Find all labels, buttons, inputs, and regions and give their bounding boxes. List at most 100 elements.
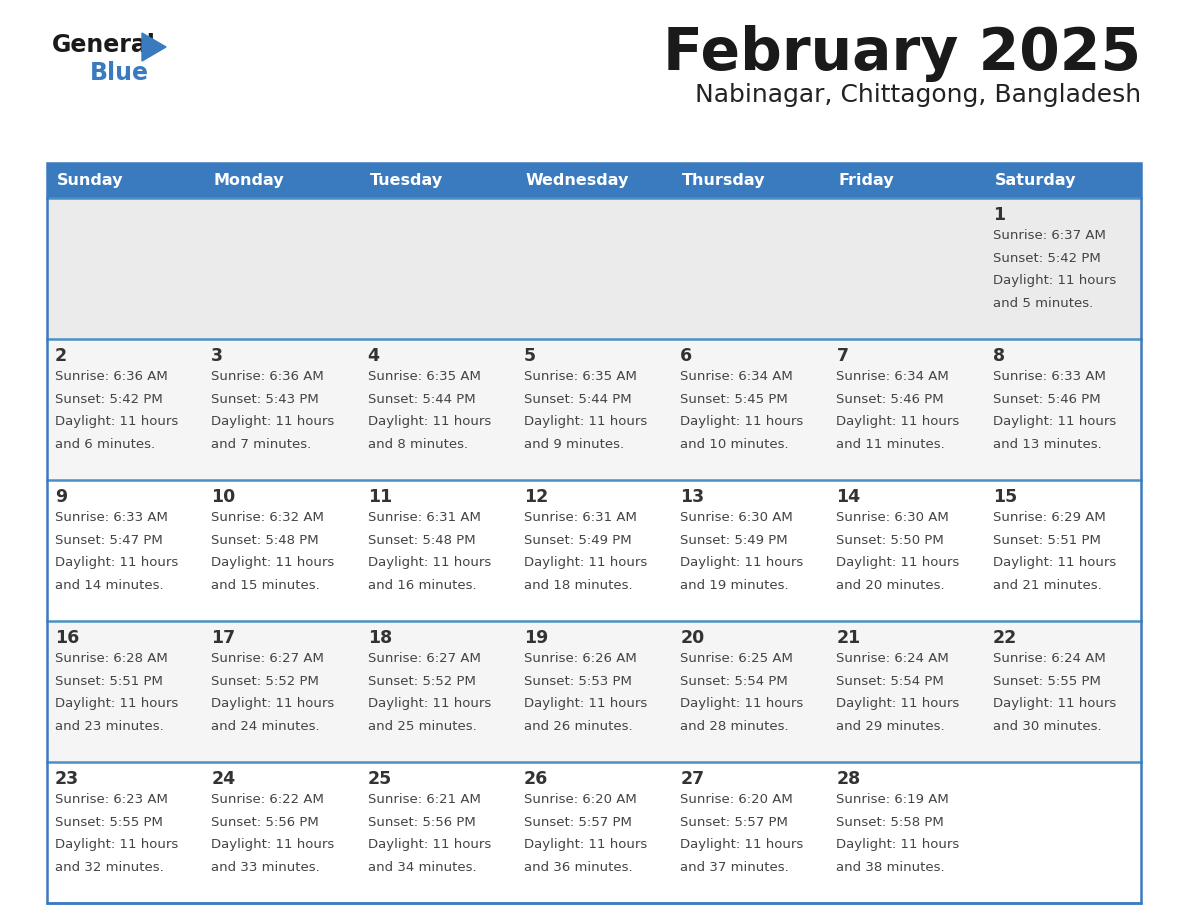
Text: Sunrise: 6:36 AM: Sunrise: 6:36 AM — [55, 370, 168, 383]
Bar — [985, 621, 1140, 762]
Text: and 8 minutes.: and 8 minutes. — [367, 438, 468, 451]
Bar — [48, 339, 203, 480]
Bar — [203, 198, 360, 339]
Text: 19: 19 — [524, 629, 548, 647]
Text: Daylight: 11 hours: Daylight: 11 hours — [211, 415, 335, 428]
Text: 5: 5 — [524, 347, 536, 365]
Text: 12: 12 — [524, 488, 548, 506]
Text: Sunset: 5:42 PM: Sunset: 5:42 PM — [55, 393, 163, 406]
Text: Sunrise: 6:28 AM: Sunrise: 6:28 AM — [55, 652, 168, 665]
Text: Sunset: 5:47 PM: Sunset: 5:47 PM — [55, 533, 163, 546]
Text: Sunrise: 6:24 AM: Sunrise: 6:24 AM — [993, 652, 1106, 665]
Text: and 5 minutes.: and 5 minutes. — [993, 297, 1093, 309]
Bar — [985, 762, 1140, 903]
Text: Sunrise: 6:23 AM: Sunrise: 6:23 AM — [55, 793, 168, 806]
Text: Sunset: 5:57 PM: Sunset: 5:57 PM — [681, 815, 788, 829]
Bar — [985, 480, 1140, 621]
Bar — [672, 198, 828, 339]
Text: 9: 9 — [55, 488, 68, 506]
Text: Daylight: 11 hours: Daylight: 11 hours — [681, 838, 803, 851]
Text: Sunset: 5:42 PM: Sunset: 5:42 PM — [993, 252, 1100, 264]
Bar — [516, 339, 672, 480]
Text: 4: 4 — [367, 347, 380, 365]
Bar — [48, 198, 203, 339]
Bar — [828, 339, 985, 480]
Bar — [48, 163, 1140, 903]
Bar — [48, 163, 1140, 198]
Text: 22: 22 — [993, 629, 1017, 647]
Text: and 28 minutes.: and 28 minutes. — [681, 720, 789, 733]
Text: Daylight: 11 hours: Daylight: 11 hours — [836, 697, 960, 711]
Text: and 20 minutes.: and 20 minutes. — [836, 578, 944, 592]
Text: 27: 27 — [681, 770, 704, 788]
Text: Sunrise: 6:24 AM: Sunrise: 6:24 AM — [836, 652, 949, 665]
Text: Daylight: 11 hours: Daylight: 11 hours — [524, 697, 647, 711]
Text: Daylight: 11 hours: Daylight: 11 hours — [993, 556, 1116, 569]
Text: General: General — [52, 33, 156, 57]
Text: Sunrise: 6:34 AM: Sunrise: 6:34 AM — [836, 370, 949, 383]
Text: Sunset: 5:48 PM: Sunset: 5:48 PM — [211, 533, 318, 546]
Text: Daylight: 11 hours: Daylight: 11 hours — [211, 697, 335, 711]
Bar — [828, 480, 985, 621]
Text: Sunset: 5:45 PM: Sunset: 5:45 PM — [681, 393, 788, 406]
Text: and 34 minutes.: and 34 minutes. — [367, 861, 476, 874]
Text: Daylight: 11 hours: Daylight: 11 hours — [681, 697, 803, 711]
Text: 21: 21 — [836, 629, 860, 647]
Text: Wednesday: Wednesday — [526, 173, 630, 188]
Text: and 13 minutes.: and 13 minutes. — [993, 438, 1101, 451]
Text: Sunset: 5:51 PM: Sunset: 5:51 PM — [55, 675, 163, 688]
Bar — [516, 480, 672, 621]
Text: 20: 20 — [681, 629, 704, 647]
Text: Sunrise: 6:19 AM: Sunrise: 6:19 AM — [836, 793, 949, 806]
Text: 28: 28 — [836, 770, 860, 788]
Text: Sunset: 5:54 PM: Sunset: 5:54 PM — [836, 675, 944, 688]
Text: Sunset: 5:57 PM: Sunset: 5:57 PM — [524, 815, 632, 829]
Bar — [828, 621, 985, 762]
Text: Blue: Blue — [90, 61, 148, 85]
Text: Sunset: 5:56 PM: Sunset: 5:56 PM — [367, 815, 475, 829]
Text: Saturday: Saturday — [994, 173, 1076, 188]
Text: Sunrise: 6:31 AM: Sunrise: 6:31 AM — [524, 511, 637, 524]
Text: Sunrise: 6:27 AM: Sunrise: 6:27 AM — [367, 652, 480, 665]
Text: and 14 minutes.: and 14 minutes. — [55, 578, 164, 592]
Text: Daylight: 11 hours: Daylight: 11 hours — [367, 838, 491, 851]
Text: 23: 23 — [55, 770, 80, 788]
Bar — [203, 480, 360, 621]
Text: and 24 minutes.: and 24 minutes. — [211, 720, 320, 733]
Bar — [985, 198, 1140, 339]
Text: Daylight: 11 hours: Daylight: 11 hours — [836, 415, 960, 428]
Text: Sunrise: 6:30 AM: Sunrise: 6:30 AM — [681, 511, 792, 524]
Text: Daylight: 11 hours: Daylight: 11 hours — [55, 697, 178, 711]
Bar — [203, 621, 360, 762]
Text: Monday: Monday — [214, 173, 284, 188]
Text: and 16 minutes.: and 16 minutes. — [367, 578, 476, 592]
Text: Sunday: Sunday — [57, 173, 124, 188]
Bar — [360, 480, 516, 621]
Text: 18: 18 — [367, 629, 392, 647]
Text: Daylight: 11 hours: Daylight: 11 hours — [681, 415, 803, 428]
Text: Sunset: 5:49 PM: Sunset: 5:49 PM — [524, 533, 632, 546]
Text: 15: 15 — [993, 488, 1017, 506]
Text: and 33 minutes.: and 33 minutes. — [211, 861, 320, 874]
Bar — [360, 198, 516, 339]
Text: Sunset: 5:55 PM: Sunset: 5:55 PM — [55, 815, 163, 829]
Text: Sunrise: 6:35 AM: Sunrise: 6:35 AM — [524, 370, 637, 383]
Text: Sunrise: 6:29 AM: Sunrise: 6:29 AM — [993, 511, 1106, 524]
Text: Nabinagar, Chittagong, Bangladesh: Nabinagar, Chittagong, Bangladesh — [695, 83, 1140, 107]
Text: Tuesday: Tuesday — [369, 173, 443, 188]
Text: Sunset: 5:56 PM: Sunset: 5:56 PM — [211, 815, 320, 829]
Text: and 15 minutes.: and 15 minutes. — [211, 578, 320, 592]
Bar — [516, 198, 672, 339]
Text: Sunrise: 6:20 AM: Sunrise: 6:20 AM — [681, 793, 792, 806]
Text: Friday: Friday — [839, 173, 895, 188]
Text: Sunset: 5:48 PM: Sunset: 5:48 PM — [367, 533, 475, 546]
Bar — [48, 762, 203, 903]
Text: Sunset: 5:53 PM: Sunset: 5:53 PM — [524, 675, 632, 688]
Text: Daylight: 11 hours: Daylight: 11 hours — [367, 556, 491, 569]
Text: 14: 14 — [836, 488, 860, 506]
Bar — [828, 198, 985, 339]
Text: Daylight: 11 hours: Daylight: 11 hours — [211, 838, 335, 851]
Bar — [516, 621, 672, 762]
Bar — [516, 762, 672, 903]
Text: 7: 7 — [836, 347, 848, 365]
